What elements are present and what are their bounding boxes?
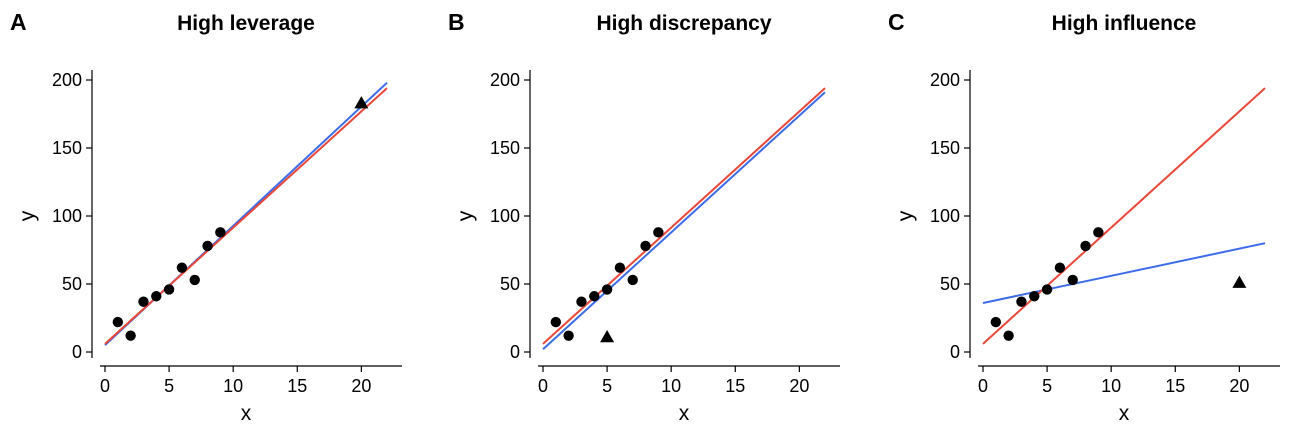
x-axis-label: x — [679, 402, 690, 425]
panel-title: High leverage — [177, 12, 315, 35]
y-tick-label: 50 — [940, 274, 960, 294]
panel-letter: A — [10, 9, 27, 35]
y-tick-label: 0 — [950, 342, 960, 362]
blue-regression-line — [982, 242, 1266, 305]
y-tick-label: 200 — [490, 70, 520, 90]
data-point — [215, 227, 226, 238]
y-tick-label: 150 — [52, 138, 82, 158]
x-tick-label: 10 — [661, 376, 681, 396]
data-point — [1054, 262, 1066, 273]
data-point — [550, 316, 562, 328]
panel-title: High influence — [1052, 12, 1197, 35]
outlier-point — [1232, 275, 1247, 288]
data-point — [1041, 284, 1053, 295]
x-tick-label: 15 — [725, 376, 745, 396]
x-axis-label: x — [1119, 402, 1130, 425]
data-point — [1080, 240, 1091, 252]
data-point — [112, 316, 124, 328]
data-point — [1067, 274, 1078, 286]
data-point — [151, 291, 162, 302]
y-tick-label: 0 — [72, 342, 82, 362]
y-tick-label: 100 — [930, 206, 960, 226]
data-point — [176, 262, 188, 273]
data-point — [1093, 227, 1104, 238]
red-regression-line — [104, 87, 388, 345]
panel-letter: C — [888, 9, 905, 35]
data-point — [189, 274, 200, 286]
x-tick-label: 5 — [164, 376, 174, 396]
x-tick-label: 10 — [223, 376, 243, 396]
y-tick-label: 100 — [490, 206, 520, 226]
outlier-point — [600, 330, 615, 343]
x-tick-label: 15 — [1165, 376, 1185, 396]
y-tick-label: 50 — [500, 274, 520, 294]
data-point — [990, 316, 1002, 328]
x-tick-label: 5 — [1042, 376, 1052, 396]
data-point — [138, 296, 149, 307]
data-point — [589, 291, 600, 302]
x-tick-label: 20 — [351, 376, 371, 396]
y-axis-label: y — [16, 210, 39, 221]
data-point — [163, 284, 175, 295]
x-tick-label: 0 — [978, 376, 988, 396]
chart-panel-c: C High influence 0 50 100 150 200 0 5 10 15 20 x y — [888, 9, 1280, 425]
chart-panel-a: A High leverage 0 50 100 150 200 0 5 10 15 20 x y — [10, 9, 402, 425]
data-point — [1003, 330, 1014, 341]
y-tick-label: 0 — [510, 342, 520, 362]
y-tick-label: 150 — [930, 138, 960, 158]
y-tick-label: 150 — [490, 138, 520, 158]
y-axis-label: y — [454, 210, 477, 221]
blue-regression-line — [542, 91, 826, 351]
data-point — [1016, 296, 1027, 307]
data-point — [653, 227, 664, 238]
x-tick-label: 10 — [1101, 376, 1121, 396]
red-regression-line — [542, 87, 826, 345]
x-axis-label: x — [241, 402, 252, 425]
data-point — [576, 296, 587, 307]
data-point — [1029, 291, 1040, 302]
data-point — [640, 240, 651, 252]
x-tick-label: 0 — [538, 376, 548, 396]
red-regression-line — [982, 87, 1266, 345]
y-tick-label: 200 — [52, 70, 82, 90]
outlier-point — [354, 96, 369, 109]
x-tick-label: 15 — [287, 376, 307, 396]
y-tick-label: 100 — [52, 206, 82, 226]
y-tick-label: 200 — [930, 70, 960, 90]
data-point — [202, 240, 213, 252]
x-tick-label: 5 — [602, 376, 612, 396]
x-tick-label: 20 — [1229, 376, 1249, 396]
data-point — [125, 330, 136, 341]
y-axis-label: y — [894, 210, 917, 221]
x-tick-label: 0 — [100, 376, 110, 396]
x-tick-label: 20 — [789, 376, 809, 396]
data-point — [601, 284, 613, 295]
chart-panel-b: B High discrepancy 0 50 100 150 200 0 5 10 15 20 x y — [448, 9, 840, 425]
data-point — [627, 274, 638, 286]
panel-letter: B — [448, 9, 465, 35]
y-tick-label: 50 — [62, 274, 82, 294]
data-point — [563, 330, 574, 341]
data-point — [614, 262, 626, 273]
panel-title: High discrepancy — [596, 12, 771, 35]
